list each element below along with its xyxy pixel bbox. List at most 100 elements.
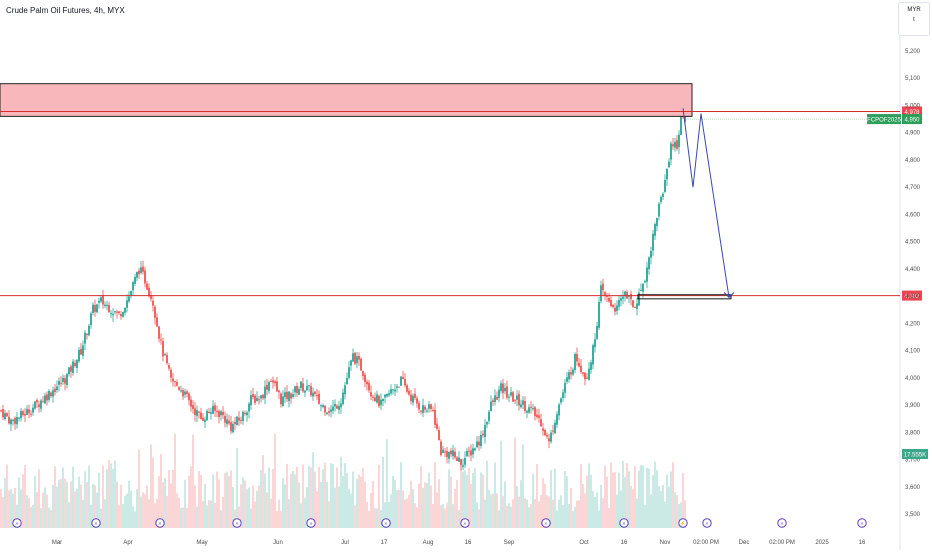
candle-body	[324, 405, 326, 413]
candle-body	[238, 417, 240, 421]
dividend-event-icon[interactable]	[306, 518, 316, 528]
volume-bar	[166, 495, 168, 528]
volume-bar	[484, 499, 486, 528]
volume-bar	[178, 497, 180, 528]
candle-body	[452, 450, 454, 457]
volume-bar	[396, 490, 398, 528]
candle-body	[430, 404, 432, 409]
volume-bar	[354, 505, 356, 528]
candle-body	[660, 196, 662, 203]
candle-body	[598, 301, 600, 328]
volume-bar	[132, 506, 134, 528]
volume-bar	[604, 465, 606, 528]
candle-body	[476, 441, 478, 448]
volume-bar	[72, 466, 74, 528]
volume-bar	[666, 474, 668, 528]
candle-body	[418, 402, 420, 410]
volume-bar	[452, 504, 454, 528]
volume-bar	[448, 469, 450, 528]
candle-body	[392, 389, 394, 391]
volume-bar	[150, 444, 152, 528]
volume-bar	[540, 495, 542, 528]
candle-body	[320, 405, 322, 407]
dividend-event-icon[interactable]	[91, 518, 101, 528]
volume-bar	[650, 494, 652, 528]
candle-body	[216, 411, 218, 413]
supply-zone-rect[interactable]	[0, 83, 693, 117]
candle-body	[530, 406, 532, 408]
candle-body	[118, 311, 120, 314]
volume-bar	[406, 498, 408, 528]
volume-bar	[88, 465, 90, 528]
volume-bar	[534, 499, 536, 528]
candle-body	[622, 296, 624, 299]
volume-bar	[434, 461, 436, 528]
candle-body	[200, 412, 202, 419]
volume-bar	[416, 507, 418, 528]
volume-bar	[220, 510, 222, 528]
volume-bar	[566, 476, 568, 528]
projection-path[interactable]	[682, 108, 730, 298]
volume-bar	[68, 502, 70, 528]
dividend-event-icon[interactable]	[12, 518, 22, 528]
volume-bar	[626, 462, 628, 528]
volume-bar	[18, 477, 20, 528]
target-box[interactable]	[637, 294, 732, 300]
candle-body	[176, 382, 178, 386]
dividend-event-icon[interactable]	[857, 518, 867, 528]
dividend-event-icon[interactable]	[541, 518, 551, 528]
volume-bar	[298, 482, 300, 528]
volume-bar	[466, 474, 468, 528]
x-tick-label: Oct	[579, 540, 589, 546]
volume-bar	[50, 509, 52, 528]
volume-bar	[60, 478, 62, 528]
y-tick-label: 5,200	[905, 49, 921, 55]
dividend-event-icon[interactable]	[702, 518, 712, 528]
flash-event-icon[interactable]	[678, 518, 688, 528]
volume-bar	[250, 508, 252, 528]
event-glyph: »	[236, 521, 239, 527]
candle-body	[54, 388, 56, 392]
candle-body	[586, 377, 588, 379]
volume-bar	[96, 492, 98, 528]
candle-body	[96, 304, 98, 313]
candle-body	[308, 385, 310, 387]
volume-bar	[16, 504, 18, 528]
volume-bar	[678, 504, 680, 528]
candle-body	[112, 313, 114, 316]
volume-bar	[334, 487, 336, 528]
volume-bar	[0, 489, 2, 528]
candle-body	[20, 410, 22, 419]
volume-bar	[564, 471, 566, 528]
dividend-event-icon[interactable]	[381, 518, 391, 528]
candle-body	[436, 423, 438, 429]
volume-bar	[432, 503, 434, 528]
candle-body	[460, 459, 462, 465]
volume-bar	[218, 479, 220, 528]
candle-body	[88, 325, 90, 336]
candle-body	[380, 399, 382, 406]
dividend-event-icon[interactable]	[232, 518, 242, 528]
volume-bar	[640, 464, 642, 528]
volume-bar	[522, 444, 524, 528]
price-scale-settings[interactable]: MYR t	[898, 2, 930, 36]
volume-bar	[628, 471, 630, 528]
candle-body	[618, 300, 620, 307]
candle-body	[400, 376, 402, 386]
dividend-event-icon[interactable]	[460, 518, 470, 528]
dividend-event-icon[interactable]	[155, 518, 165, 528]
candle-body	[244, 412, 246, 414]
dividend-event-icon[interactable]	[619, 518, 629, 528]
candle-body	[190, 399, 192, 407]
candle-body	[86, 333, 88, 335]
candle-body	[534, 407, 536, 417]
dividend-event-icon[interactable]	[777, 518, 787, 528]
candle-body	[142, 266, 144, 272]
candle-body	[128, 296, 130, 302]
candle-body	[170, 369, 172, 378]
volume-bar	[576, 500, 578, 528]
candle-body	[576, 353, 578, 362]
candle-body	[508, 396, 510, 398]
